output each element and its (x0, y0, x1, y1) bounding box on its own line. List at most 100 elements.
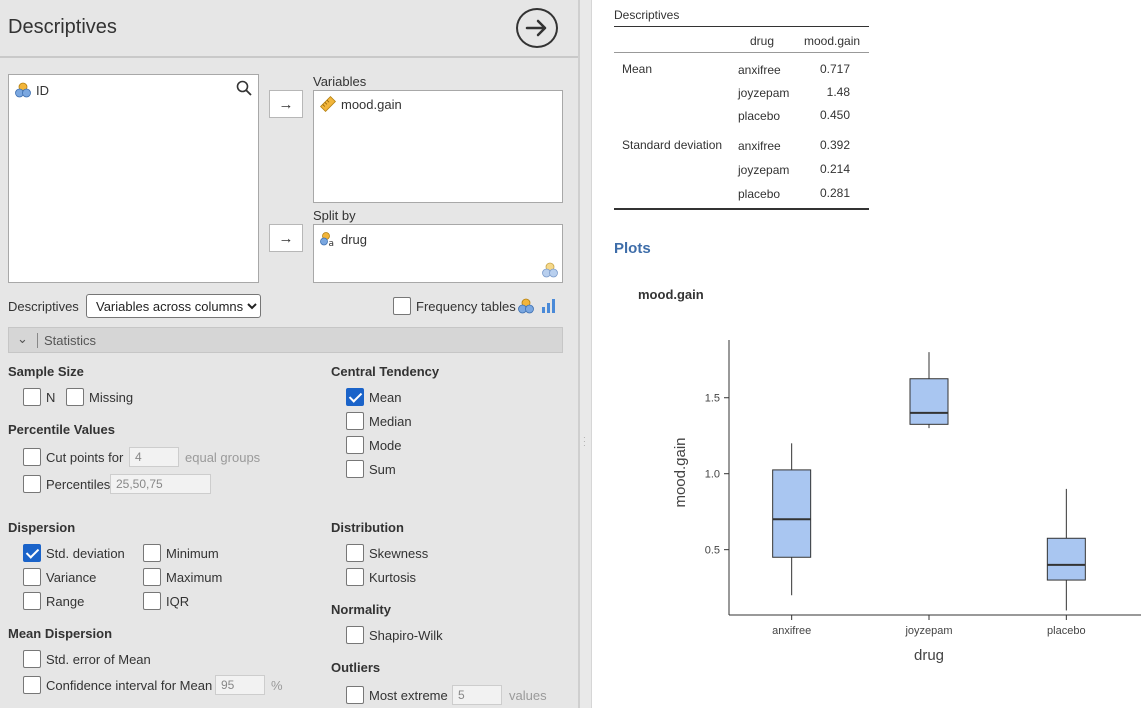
std-error-mean-checkbox[interactable] (23, 650, 41, 668)
splitter-grip-icon[interactable]: · · · (583, 433, 586, 450)
sample-size-heading: Sample Size (8, 364, 84, 379)
analysis-title: Descriptives (8, 16, 117, 38)
percentiles-checkbox[interactable] (23, 475, 41, 493)
boxplot-box (909, 378, 949, 425)
n-label: N (46, 390, 56, 405)
results-panel: Descriptives drug mood.gain Mean anxifree… (593, 0, 1146, 708)
dispersion-heading: Dispersion (8, 520, 76, 535)
move-to-variables-button[interactable]: → (269, 90, 303, 118)
median-checkbox[interactable] (346, 412, 364, 430)
split-variable-item[interactable]: a drug (320, 231, 367, 247)
table-bottom-rule (614, 208, 869, 210)
cut-points-input[interactable]: 4 (129, 447, 179, 467)
table-cell-value: 0.717 (819, 62, 850, 76)
options-panel: Descriptives ID → (0, 0, 578, 708)
nominal-variable-icon (518, 298, 534, 314)
x-axis-title: drug (914, 647, 944, 664)
table-cell-statistic: Mean (622, 62, 653, 76)
plots-heading: Plots (614, 240, 651, 257)
x-tick-label: joyzepam (904, 625, 952, 637)
nominal-variable-icon (542, 262, 558, 278)
ci-unit-label: % (271, 678, 283, 693)
central-tendency-heading: Central Tendency (331, 364, 440, 379)
search-icon[interactable] (236, 80, 252, 96)
bar-chart-icon (542, 299, 555, 313)
y-axis-title: mood.gain (672, 437, 689, 507)
run-analysis-button[interactable] (516, 8, 558, 48)
table-top-rule (614, 26, 869, 27)
statistics-section-label: Statistics (44, 333, 97, 348)
range-label: Range (46, 594, 85, 609)
table-cell-drug: anxifree (738, 63, 781, 77)
descriptives-layout-label: Descriptives (8, 299, 79, 314)
split-by-label: Split by (313, 208, 356, 223)
y-tick-label: 1.0 (705, 469, 720, 481)
minimum-checkbox[interactable] (143, 544, 161, 562)
std-deviation-label: Std. deviation (46, 546, 125, 561)
shapiro-wilk-checkbox[interactable] (346, 626, 364, 644)
cut-points-label: Cut points for (46, 450, 124, 465)
median-label: Median (369, 414, 412, 429)
std-deviation-checkbox[interactable] (23, 544, 41, 562)
target-variable-item[interactable]: mood.gain (320, 96, 402, 112)
values-label: values (509, 688, 547, 703)
outliers-heading: Outliers (331, 660, 381, 675)
variables-label: Variables (313, 74, 367, 89)
n-checkbox[interactable] (23, 388, 41, 406)
missing-checkbox[interactable] (66, 388, 84, 406)
ci-mean-checkbox[interactable] (23, 676, 41, 694)
skewness-checkbox[interactable] (346, 544, 364, 562)
table-cell-value: 0.450 (819, 108, 850, 122)
table-cell-statistic: Standard deviation (622, 138, 723, 152)
table-cell-value: 1.48 (826, 85, 850, 99)
target-variable-name: mood.gain (341, 96, 402, 112)
svg-text:a: a (329, 239, 335, 247)
table-header-rule (614, 52, 869, 53)
column-header-drug: drug (750, 34, 775, 48)
mode-checkbox[interactable] (346, 436, 364, 454)
source-variable-list[interactable]: ID (8, 74, 259, 283)
shapiro-wilk-label: Shapiro-Wilk (369, 628, 443, 643)
split-by-target-list[interactable]: a drug (313, 224, 563, 283)
frequency-tables-checkbox[interactable] (393, 297, 411, 315)
arrow-right-circle-icon (525, 19, 547, 37)
table-cell-drug: anxifree (738, 139, 781, 153)
x-tick-label: placebo (1047, 625, 1086, 637)
percentiles-input[interactable]: 25,50,75 (110, 474, 211, 494)
chevron-down-icon: ⌄ (17, 331, 28, 346)
most-extreme-label: Most extreme (369, 688, 448, 703)
most-extreme-input[interactable]: 5 (452, 685, 502, 705)
table-cell-value: 0.392 (819, 138, 850, 152)
results-table-title: Descriptives (614, 8, 680, 22)
descriptives-layout-select[interactable]: Variables across columns (86, 294, 261, 318)
std-error-mean-label: Std. error of Mean (46, 652, 151, 667)
boxplot-chart: 0.5 1.0 1.5 anxifree joyzepam placebo drug mood… (672, 340, 1141, 664)
kurtosis-checkbox[interactable] (346, 568, 364, 586)
source-variable-name: ID (36, 82, 49, 98)
table-cell-drug: joyzepam (738, 86, 790, 100)
mean-checkbox[interactable] (346, 388, 364, 406)
table-cell-value: 0.214 (819, 162, 850, 176)
iqr-checkbox[interactable] (143, 592, 161, 610)
mean-dispersion-heading: Mean Dispersion (8, 626, 113, 641)
cut-points-checkbox[interactable] (23, 448, 41, 466)
variables-target-list[interactable]: mood.gain (313, 90, 563, 203)
source-variable-item[interactable]: ID (15, 82, 49, 98)
ci-width-input[interactable]: 95 (215, 675, 265, 695)
distribution-heading: Distribution (331, 520, 404, 535)
statistics-section-header[interactable]: ⌄ Statistics (8, 327, 563, 353)
mode-label: Mode (369, 438, 402, 453)
move-to-split-by-button[interactable]: → (269, 224, 303, 252)
missing-label: Missing (89, 390, 134, 405)
y-tick-label: 0.5 (705, 545, 720, 557)
skewness-label: Skewness (369, 546, 429, 561)
sum-label: Sum (369, 462, 396, 477)
maximum-checkbox[interactable] (143, 568, 161, 586)
boxplot-box (772, 469, 812, 558)
variance-checkbox[interactable] (23, 568, 41, 586)
range-checkbox[interactable] (23, 592, 41, 610)
panel-splitter[interactable] (578, 0, 592, 708)
most-extreme-checkbox[interactable] (346, 686, 364, 704)
sum-checkbox[interactable] (346, 460, 364, 478)
frequency-tables-label: Frequency tables (416, 299, 516, 314)
